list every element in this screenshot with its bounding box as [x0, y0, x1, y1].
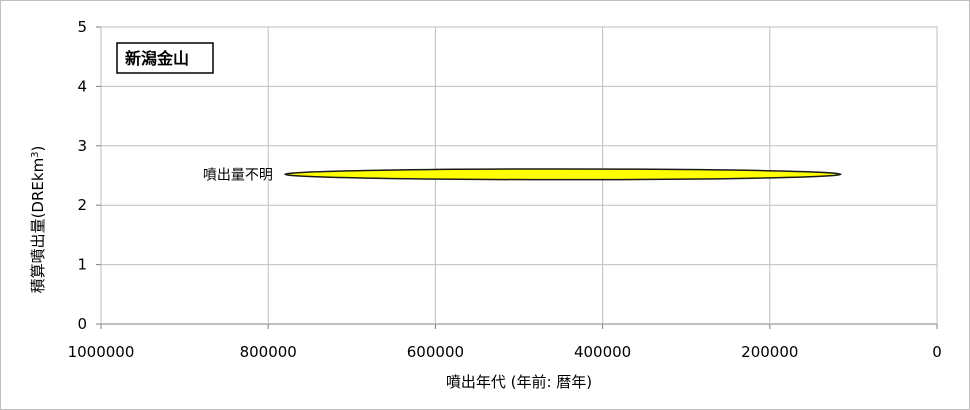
x-tick-label: 800000 [240, 343, 297, 361]
chart-title: 新潟金山 [125, 49, 189, 68]
y-tick-labels: 0 1 2 3 4 5 [77, 18, 87, 333]
x-tick-label: 200000 [741, 343, 798, 361]
annotation-label: 噴出量不明 [203, 167, 273, 183]
y-axis-title: 積算噴出量(DREkm3) [29, 146, 47, 294]
y-tick-label: 4 [77, 77, 87, 95]
y-tick-label: 3 [77, 137, 87, 155]
y-axis-title-superscript: 3 [30, 151, 41, 157]
y-axis-title-close: ) [29, 146, 47, 152]
y-tick-label: 5 [77, 18, 87, 36]
x-tick-label: 0 [932, 343, 942, 361]
y-axis-title-main: 積算噴出量(DREkm [29, 158, 47, 294]
x-tick-label: 1000000 [68, 343, 135, 361]
title-box: 新潟金山 [116, 42, 214, 74]
x-axis-title: 噴出年代 (年前: 暦年) [446, 373, 592, 391]
eruption-range-marker [284, 168, 842, 181]
x-tick-label: 600000 [407, 343, 464, 361]
x-tick-label: 400000 [574, 343, 631, 361]
title-box-border [116, 42, 214, 74]
x-tick-labels: 1000000 800000 600000 400000 200000 0 [68, 343, 942, 361]
y-tick-label: 1 [77, 256, 87, 274]
y-tick-label: 2 [77, 196, 87, 214]
y-tick-label: 0 [77, 315, 87, 333]
y-gridlines [96, 26, 937, 325]
